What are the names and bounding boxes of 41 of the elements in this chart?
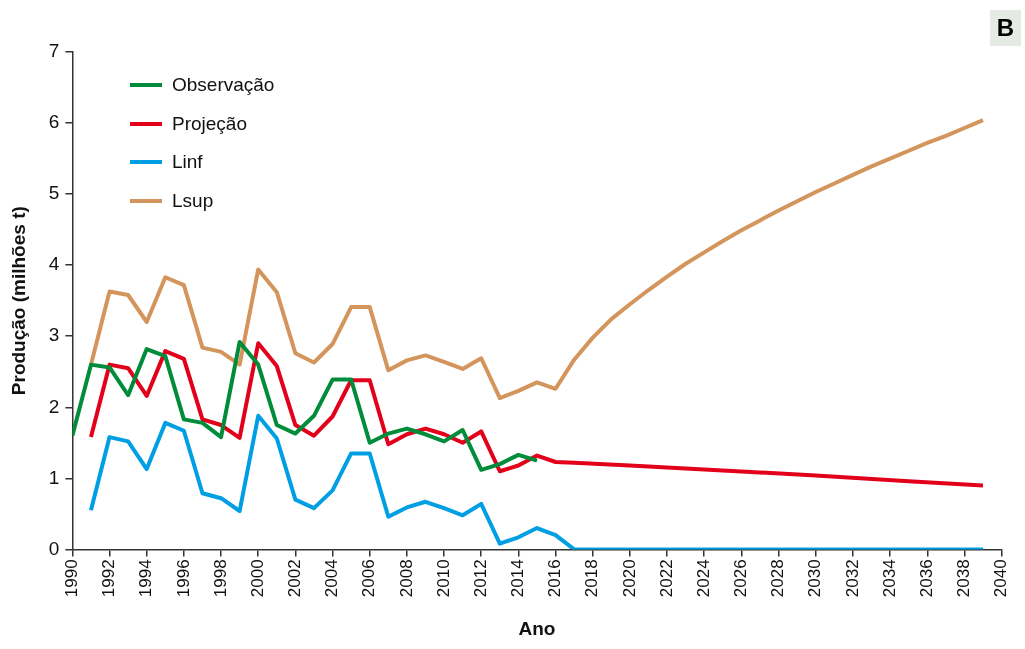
x-tick-label: 2030	[805, 559, 825, 598]
x-tick-label: 2000	[247, 559, 267, 598]
x-tick-label: 2038	[954, 559, 974, 598]
x-tick-label: 2016	[545, 559, 565, 598]
x-tick-label: 2036	[916, 559, 936, 598]
x-tick-label: 2002	[285, 559, 305, 598]
x-tick-label: 2034	[879, 559, 899, 598]
legend-label: Lsup	[172, 189, 214, 212]
x-tick-label: 2004	[322, 559, 342, 598]
y-tick-label: 1	[48, 466, 60, 488]
x-tick-label: 2024	[693, 559, 713, 598]
x-tick-label: 1992	[99, 559, 119, 598]
x-tick-label: 2008	[396, 559, 416, 598]
x-tick-label: 2020	[619, 559, 639, 598]
x-tick-label: 2022	[656, 559, 676, 598]
x-tick-label: 2014	[508, 559, 528, 598]
x-tick-label: 1994	[136, 559, 156, 598]
y-tick-label: 3	[48, 324, 60, 346]
y-axis-title: Produção (milhões t)	[7, 206, 29, 396]
x-tick-label: 1996	[173, 559, 193, 598]
legend-label: Linf	[172, 151, 203, 174]
x-tick-label: 2018	[582, 559, 602, 598]
x-tick-label: 2010	[433, 559, 453, 598]
x-tick-label: 1998	[210, 559, 230, 598]
x-tick-label: 2032	[842, 559, 862, 598]
y-tick-label: 0	[48, 537, 60, 559]
y-tick-label: 2	[48, 395, 60, 417]
x-tick-label: 2006	[359, 559, 379, 598]
legend-label: Projeção	[172, 112, 247, 135]
x-tick-label: 1990	[62, 559, 82, 598]
x-tick-label: 2026	[731, 559, 751, 598]
x-axis-title: Ano	[518, 617, 556, 639]
y-tick-label: 7	[48, 40, 60, 62]
text: B	[989, 10, 1021, 46]
y-tick-label: 5	[48, 182, 60, 204]
y-tick-label: 4	[48, 253, 60, 275]
x-tick-label: 2012	[470, 559, 490, 598]
x-tick-label: 2028	[768, 559, 788, 598]
x-tick-label: 2040	[991, 559, 1011, 598]
legend-label: Observação	[172, 74, 275, 97]
y-tick-label: 6	[48, 111, 60, 133]
